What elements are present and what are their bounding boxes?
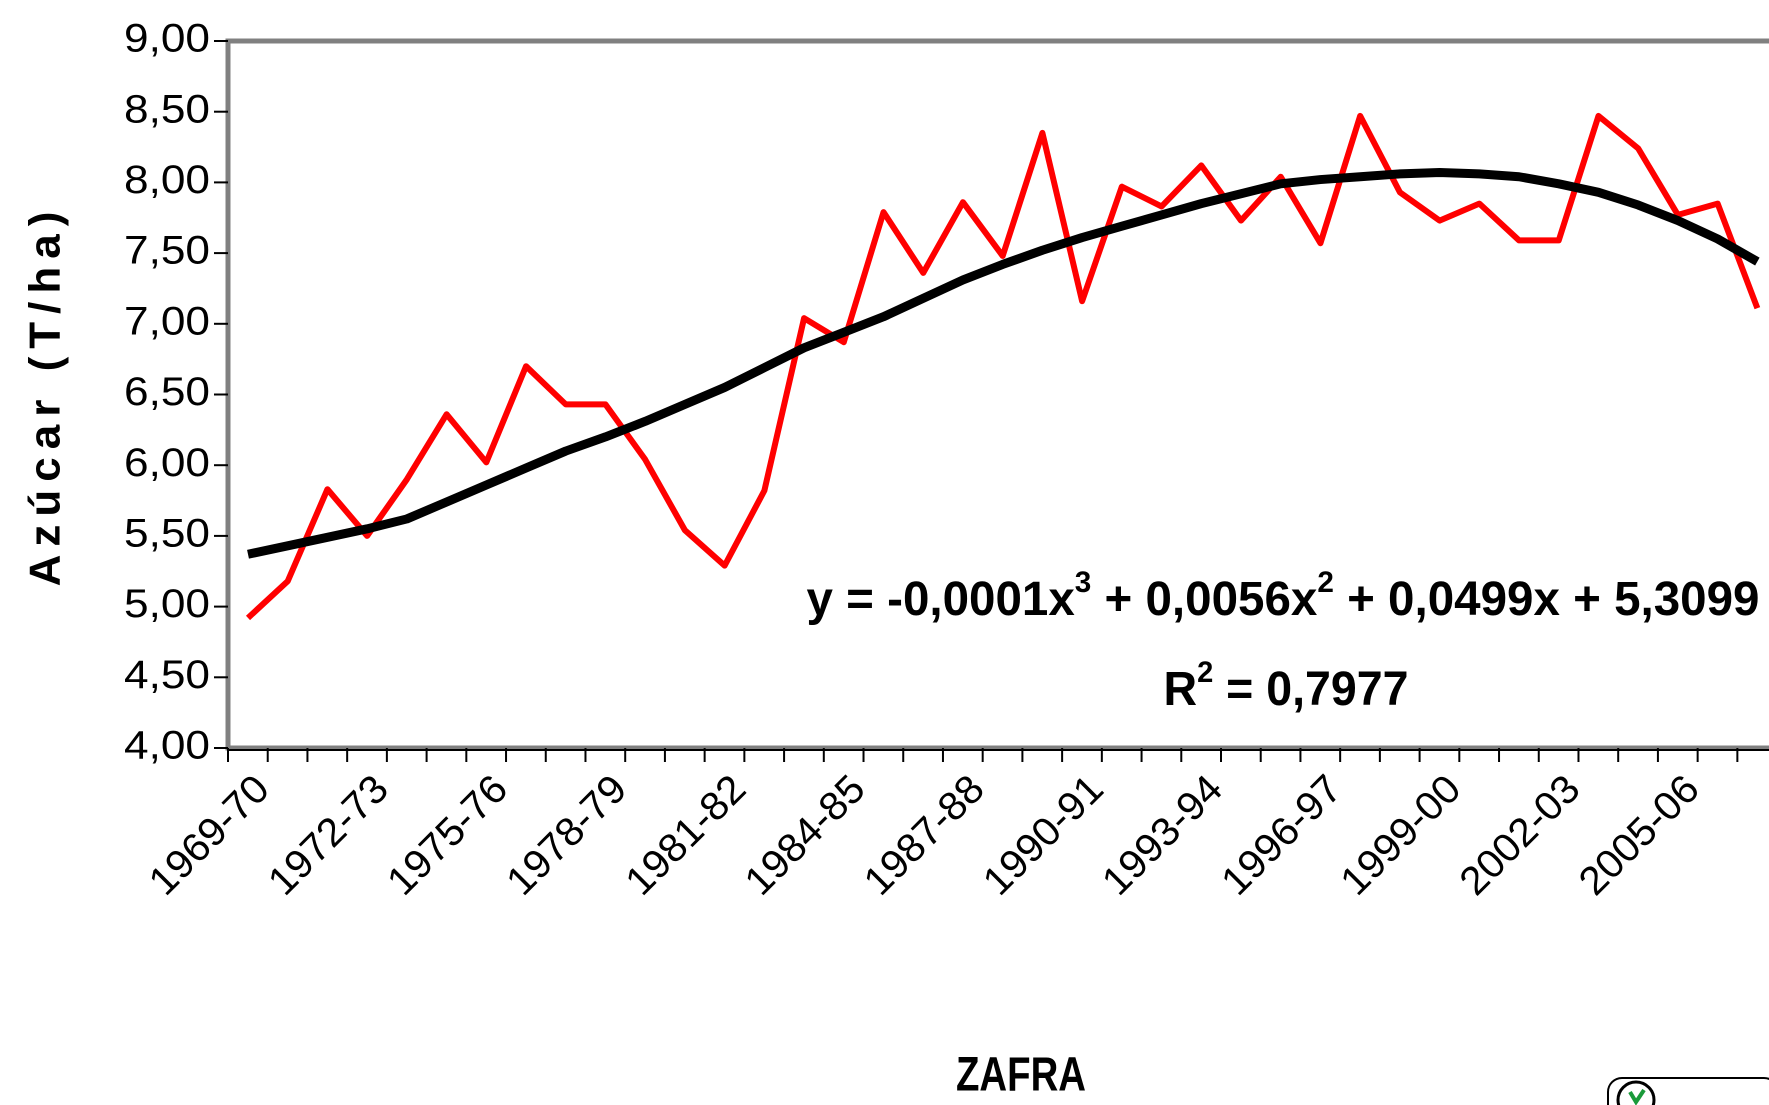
x-tick-label: 1996-97 xyxy=(1213,767,1350,904)
x-tick-label: 1975-76 xyxy=(379,767,516,904)
trend-equation: y = -0,0001x3 + 0,0056x2 + 0,0499x + 5,3… xyxy=(807,566,1760,626)
y-axis-label: Azúcar (T/ha) xyxy=(21,204,70,587)
x-tick-label: 1987-88 xyxy=(856,767,993,904)
y-tick-label: 8,00 xyxy=(124,158,210,202)
r-squared: R2 = 0,7977 xyxy=(1164,656,1409,716)
x-tick-label: 1969-70 xyxy=(141,767,278,904)
y-tick-label: 4,50 xyxy=(124,653,210,697)
text-part: R xyxy=(1164,663,1198,716)
y-tick-label: 5,50 xyxy=(124,511,210,555)
x-tick-label: 2002-03 xyxy=(1451,767,1588,904)
x-tick-label: 1981-82 xyxy=(617,767,754,904)
y-tick-label: 9,00 xyxy=(124,17,210,61)
y-tick-label: 5,00 xyxy=(124,582,210,626)
x-tick-label: 2005-06 xyxy=(1571,767,1708,904)
text-part: + 0,0499x + 5,3099 xyxy=(1334,573,1760,626)
text-part: + 0,0056x xyxy=(1091,573,1317,626)
superscript: 3 xyxy=(1075,566,1092,599)
text-part: y = -0,0001x xyxy=(807,573,1076,626)
y-tick-label: 8,50 xyxy=(124,87,210,131)
x-axis-label: ZAFRA xyxy=(956,1049,1086,1102)
x-tick-label: 1984-85 xyxy=(736,767,873,904)
x-tick-label: 1972-73 xyxy=(260,767,397,904)
x-tick-label: 1999-00 xyxy=(1332,767,1469,904)
y-tick-label: 7,00 xyxy=(124,299,210,343)
data-line xyxy=(245,112,1761,621)
trend-line xyxy=(247,168,1760,559)
x-tick-label: 1978-79 xyxy=(498,767,635,904)
y-tick-label: 6,00 xyxy=(124,441,210,485)
superscript: 2 xyxy=(1197,656,1213,689)
x-tick-label: 1990-91 xyxy=(975,767,1112,904)
y-tick-label: 4,00 xyxy=(124,724,210,768)
plot-frame xyxy=(225,38,1769,751)
y-tick-label: 6,50 xyxy=(124,370,210,414)
logo xyxy=(1607,1077,1769,1105)
y-tick-label: 7,50 xyxy=(124,229,210,273)
superscript: 2 xyxy=(1317,566,1334,599)
text-part: = 0,7977 xyxy=(1213,663,1408,716)
x-tick-label: 1993-94 xyxy=(1094,767,1231,904)
